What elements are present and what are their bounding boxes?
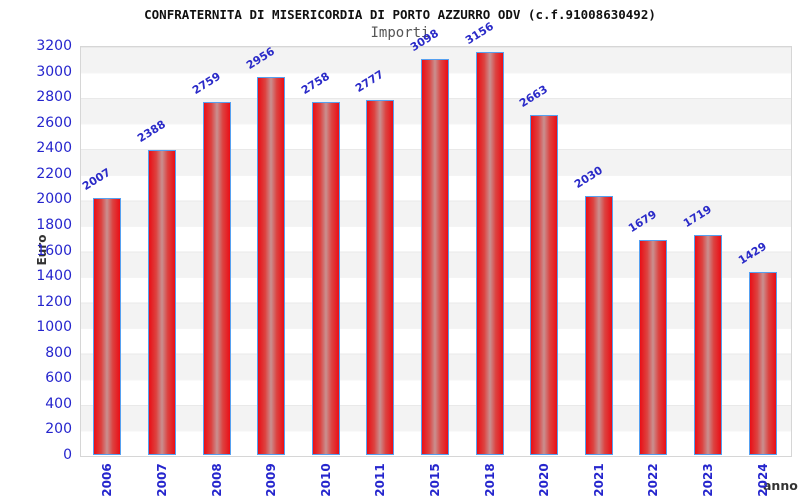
bar-2020	[530, 114, 559, 455]
y-axis-tick-label: 1200	[36, 293, 72, 310]
y-axis-tick-label: 600	[45, 370, 72, 387]
x-axis-tick-label: 2023	[701, 463, 716, 497]
bar-2021	[584, 195, 613, 455]
y-axis-tick-label: 400	[45, 395, 72, 412]
y-axis-tick-label: 3000	[36, 63, 72, 80]
y-axis-tick-label: 800	[45, 344, 72, 361]
x-axis-tick-label: 2009	[264, 463, 279, 497]
bar-2024	[748, 272, 777, 455]
bar-2015	[421, 59, 449, 455]
x-axis-tick-label: 2006	[100, 463, 115, 497]
bar-value-label: 3156	[462, 19, 496, 47]
x-axis-tick-label: 2011	[373, 463, 388, 497]
x-axis-title: anno	[763, 478, 798, 493]
x-axis-tick-label: 2018	[482, 463, 497, 497]
x-axis-tick-label: 2021	[591, 463, 606, 497]
y-axis-tick-label: 2400	[36, 140, 72, 157]
y-axis-tick-label: 1800	[36, 216, 72, 233]
x-axis-tick-label: 2024	[755, 463, 770, 497]
x-axis-tick-label: 2020	[537, 463, 552, 497]
x-axis-tick-label: 2008	[209, 463, 224, 497]
bar-2007	[147, 149, 176, 455]
y-axis-tick-label: 1400	[36, 268, 72, 285]
x-axis-tick-label: 2015	[428, 463, 442, 497]
y-axis-tick-label: 2200	[36, 165, 72, 182]
bar-2006	[93, 198, 122, 455]
x-axis-tick-label: 2007	[154, 463, 169, 497]
y-axis-tick-label: 3200	[36, 38, 72, 54]
bar-2022	[639, 240, 668, 455]
y-axis-tick-label: 2000	[36, 191, 72, 208]
y-axis-tick-label: 0	[63, 447, 72, 463]
y-axis-tick-label: 1600	[36, 242, 72, 259]
x-axis-tick-label: 2022	[646, 463, 661, 497]
bar-2023	[694, 235, 723, 455]
y-axis-tick-label: 1000	[36, 319, 72, 336]
y-axis-tick-label: 200	[45, 421, 72, 438]
bar-2011	[366, 100, 395, 455]
bar-2008	[202, 102, 231, 455]
x-axis-tick-label: 2010	[318, 463, 333, 497]
y-axis-tick-label: 2800	[36, 89, 72, 106]
y-axis-tick-label: 2600	[36, 114, 72, 131]
bar-2009	[257, 77, 286, 455]
bar-2010	[311, 102, 340, 455]
chart-subtitle: Importi	[370, 25, 430, 41]
chart-title: CONFRATERNITA DI MISERICORDIA DI PORTO A…	[144, 7, 656, 22]
bar-2018	[475, 51, 504, 455]
